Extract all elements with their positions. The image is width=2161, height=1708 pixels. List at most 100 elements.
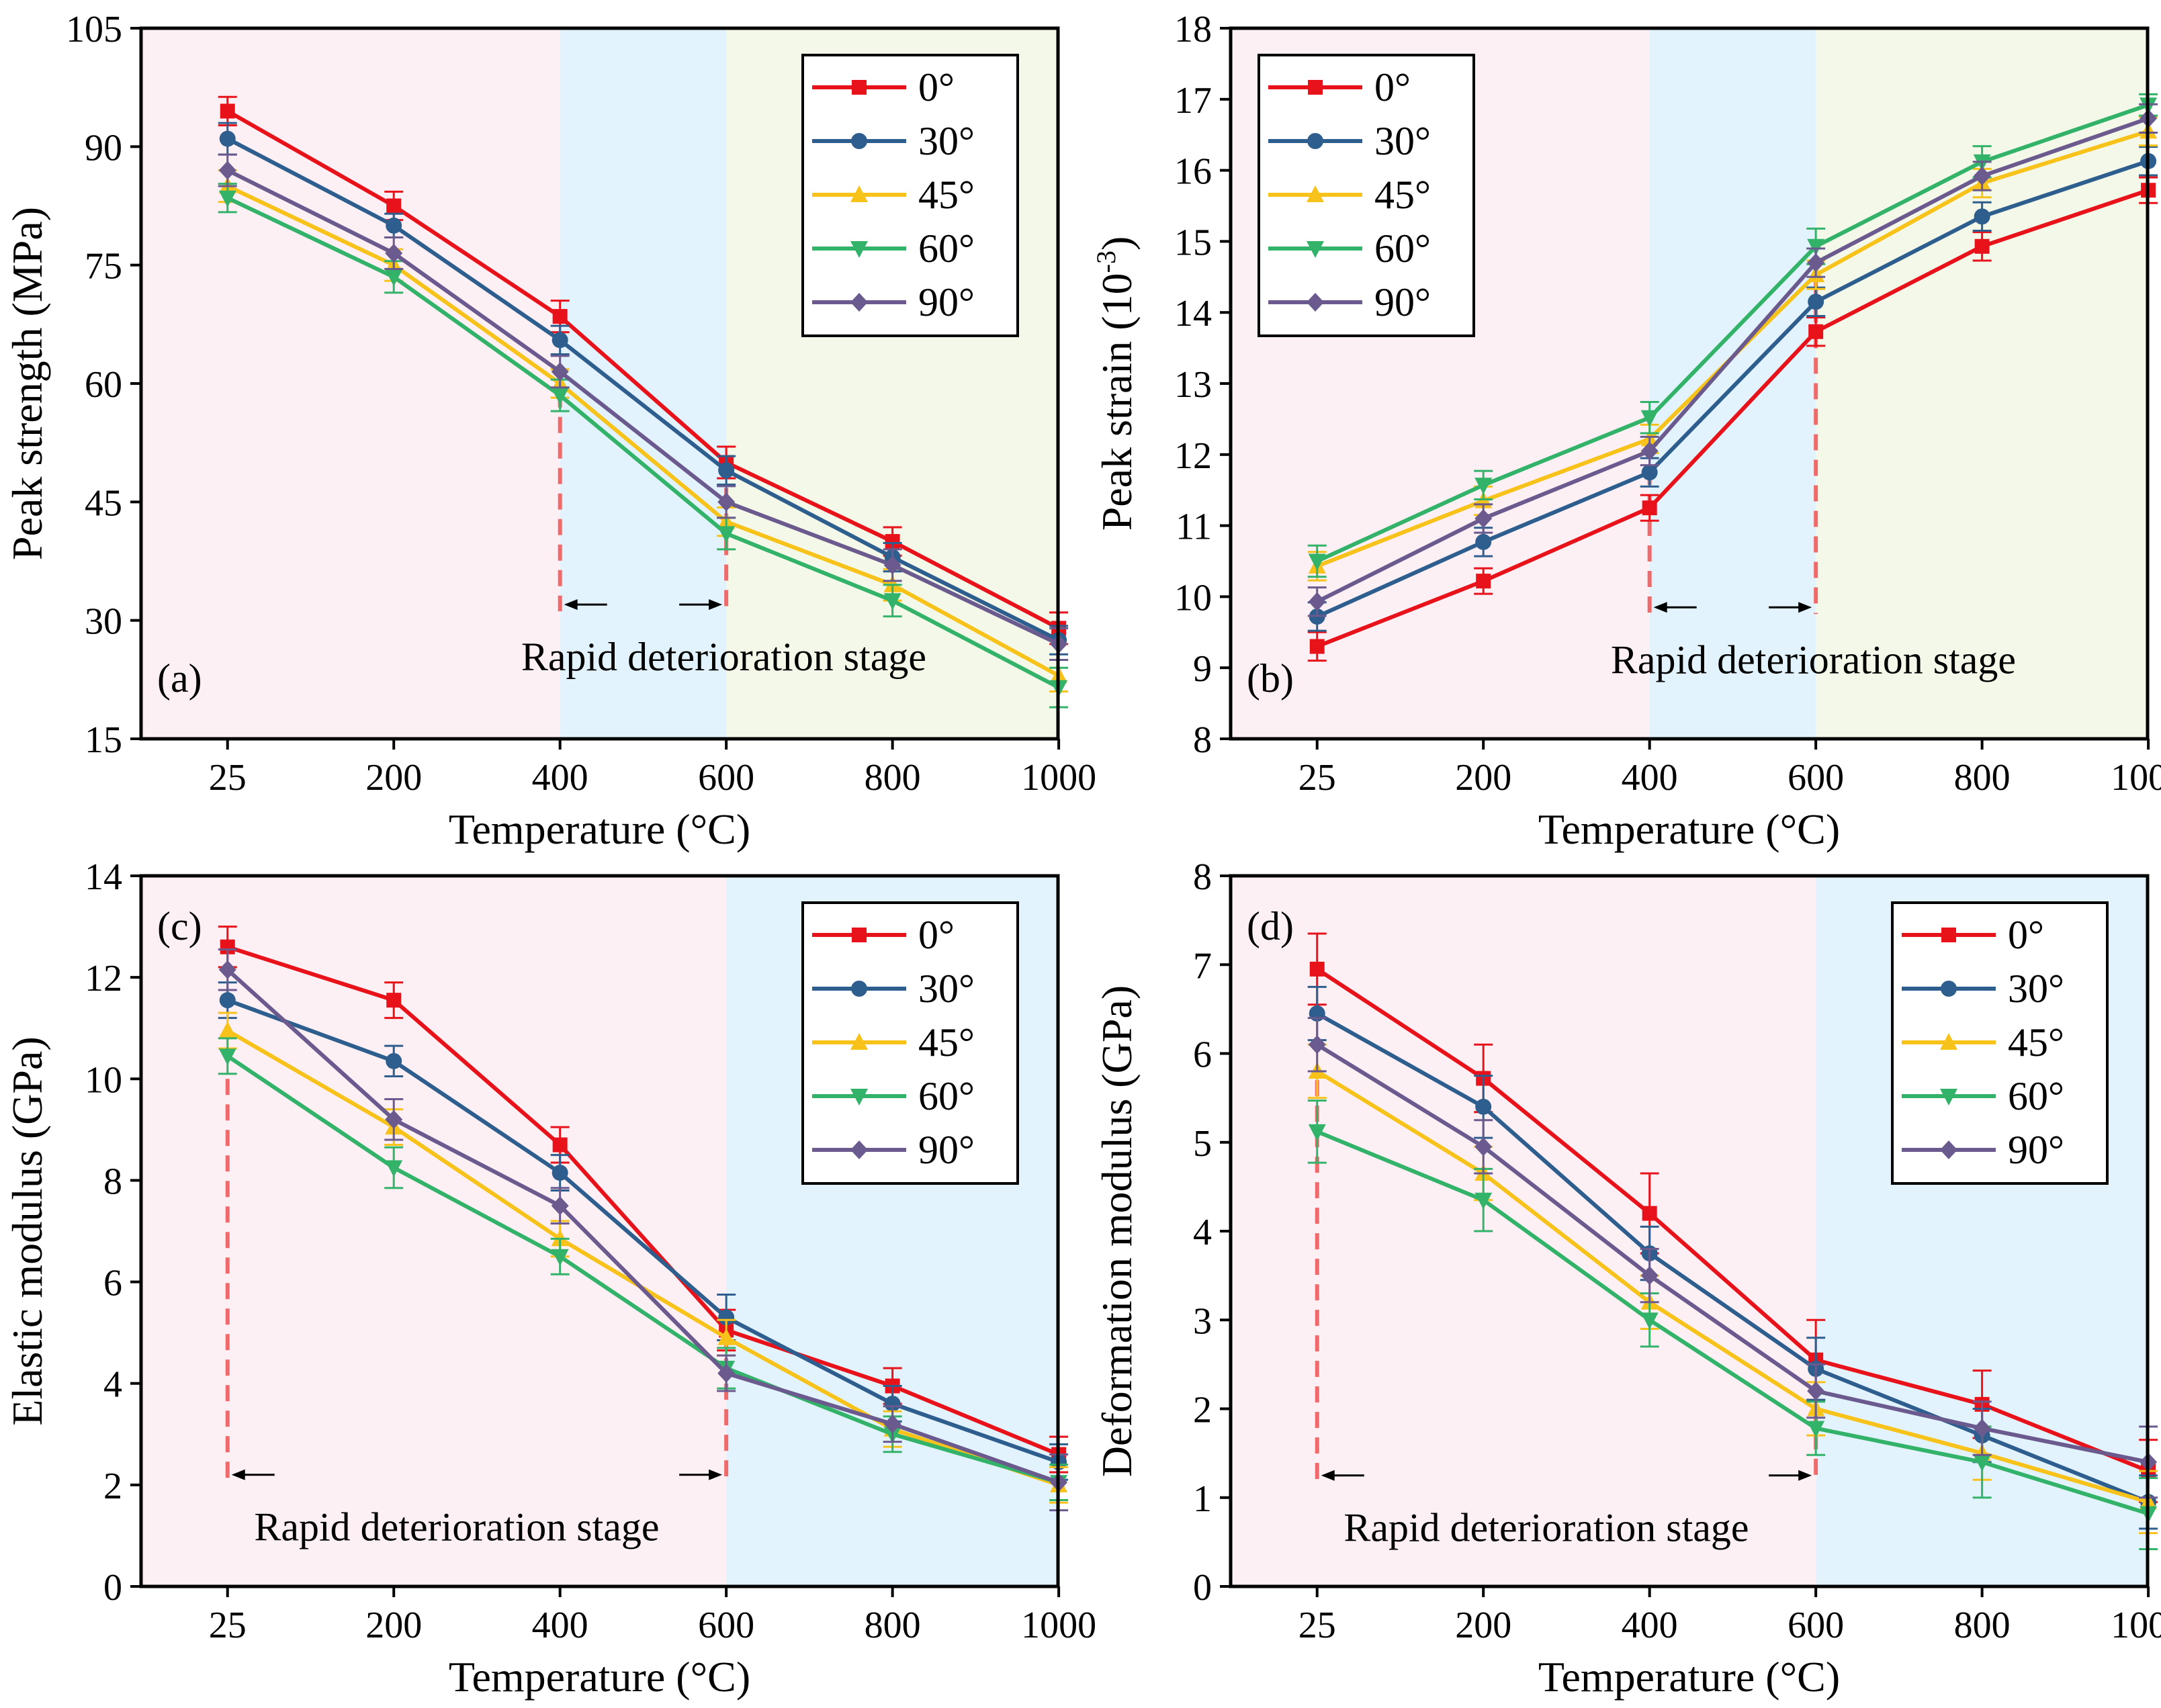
legend-label: 90° xyxy=(918,1128,975,1172)
y-axis-label-main: Peak strength (MPa) xyxy=(3,207,51,560)
x-axis-label: Temperature (°C) xyxy=(449,1653,750,1701)
y-tick-label: 30 xyxy=(85,601,122,643)
data-point xyxy=(717,526,736,543)
data-point xyxy=(1642,500,1657,516)
series-line xyxy=(226,168,1060,646)
legend-marker xyxy=(850,1140,868,1159)
legend-marker xyxy=(850,1033,868,1050)
y-tick-label: 0 xyxy=(1193,1567,1212,1609)
y-axis-label: Deformation modulus (GPa) xyxy=(1093,985,1141,1477)
y-axis: 15 30 45 60 75 90 105 xyxy=(66,9,141,761)
data-point xyxy=(552,1137,568,1153)
legend-label: 60° xyxy=(1374,226,1431,271)
data-point xyxy=(884,1395,901,1412)
legend-marker xyxy=(1940,1033,1957,1050)
y-tick-label: 6 xyxy=(1193,1034,1212,1076)
data-point xyxy=(552,332,568,349)
data-point xyxy=(220,103,235,119)
data-point xyxy=(219,130,236,147)
y-tick-label: 8 xyxy=(1193,719,1212,761)
data-point xyxy=(220,939,235,954)
x-axis: 25 200 400 600 800 1000 xyxy=(209,1586,1096,1646)
x-axis-label: Temperature (°C) xyxy=(1538,1653,1840,1701)
legend-marker xyxy=(852,928,867,942)
data-point xyxy=(883,1414,901,1434)
data-point xyxy=(1474,1192,1493,1210)
data-point xyxy=(218,1048,236,1066)
x-axis: 25 200 400 600 800 1000 xyxy=(1298,739,2161,799)
series-line xyxy=(1316,1042,2149,1464)
x-tick-label: 25 xyxy=(1298,1605,1336,1646)
left-arrow-icon xyxy=(1653,602,1667,613)
annotation-text: Rapid deterioration stage xyxy=(1343,1506,1749,1550)
x-tick-label: 800 xyxy=(1954,757,2011,799)
data-point xyxy=(386,217,402,234)
left-arrow-icon xyxy=(231,1469,245,1480)
legend-label: 30° xyxy=(2008,967,2064,1011)
data-point xyxy=(1641,464,1658,481)
x-tick-label: 800 xyxy=(1954,1605,2011,1646)
legend-label: 60° xyxy=(2008,1074,2064,1118)
legend-label: 45° xyxy=(918,173,975,217)
x-tick-label: 400 xyxy=(1622,1605,1678,1646)
right-arrow-icon xyxy=(1798,1470,1812,1481)
data-point xyxy=(1475,1098,1492,1115)
annotation-text: Rapid deterioration stage xyxy=(254,1505,659,1549)
legend-marker xyxy=(850,241,868,258)
y-tick-label: 10 xyxy=(85,1059,122,1101)
data-point xyxy=(883,593,901,611)
data-point xyxy=(1640,441,1659,461)
data-point xyxy=(218,190,236,208)
data-point xyxy=(551,362,569,381)
x-axis-label: Temperature (°C) xyxy=(1538,805,1840,853)
series-line xyxy=(226,944,1060,1457)
series-line xyxy=(1316,116,2150,604)
data-point xyxy=(1474,509,1493,529)
series-4 xyxy=(218,948,1069,1512)
x-tick-label: 25 xyxy=(209,757,247,799)
data-point xyxy=(1807,1382,1825,1401)
series-4 xyxy=(1307,1017,2158,1499)
data-point xyxy=(883,555,901,575)
chart-panel-c: Rapid deterioration stage (c) 0 2 4 6 8 10 12 14 2… xyxy=(3,856,1096,1701)
data-point xyxy=(1474,1137,1493,1157)
series-group xyxy=(1307,93,2158,662)
series-line xyxy=(226,1054,1059,1484)
data-point xyxy=(1640,410,1659,427)
x-tick-label: 800 xyxy=(865,757,921,799)
series-4 xyxy=(1307,103,2158,617)
y-tick-label: 60 xyxy=(85,364,122,406)
y-tick-label: 2 xyxy=(103,1466,122,1507)
right-arrow-icon xyxy=(709,1469,723,1480)
series-line xyxy=(226,109,1060,631)
y-axis-label-main: Peak strain (10 xyxy=(1093,273,1141,531)
x-tick-label: 200 xyxy=(365,1605,422,1646)
data-point xyxy=(1807,1421,1825,1438)
y-axis-label-main: Elastic modulus (GPa) xyxy=(3,1036,51,1425)
data-point xyxy=(1476,574,1491,589)
legend-marker xyxy=(1307,133,1323,149)
y-tick-label: 15 xyxy=(1174,222,1212,263)
y-tick-label: 90 xyxy=(85,127,122,169)
series-line xyxy=(1316,159,2150,619)
left-arrow-icon xyxy=(564,599,578,611)
y-tick-label: 2 xyxy=(1193,1390,1212,1431)
x-tick-label: 400 xyxy=(532,1605,588,1646)
x-axis: 25 200 400 600 800 1000 xyxy=(209,739,1096,799)
y-axis-label: Peak strain (10-3) xyxy=(1091,236,1141,531)
data-point xyxy=(385,244,403,263)
data-point xyxy=(1807,238,1825,256)
x-tick-label: 200 xyxy=(1455,1605,1511,1646)
y-tick-label: 8 xyxy=(1193,856,1212,898)
data-point xyxy=(1973,1454,1991,1472)
data-point xyxy=(1308,1124,1326,1141)
series-4 xyxy=(218,153,1069,661)
data-point xyxy=(718,462,735,479)
x-tick-label: 400 xyxy=(532,757,588,799)
legend-label: 0° xyxy=(1374,65,1411,109)
annotation-text: Rapid deterioration stage xyxy=(1611,637,2016,682)
data-point xyxy=(1807,253,1825,273)
data-point xyxy=(385,1160,403,1177)
series-line xyxy=(1316,1130,2149,1516)
